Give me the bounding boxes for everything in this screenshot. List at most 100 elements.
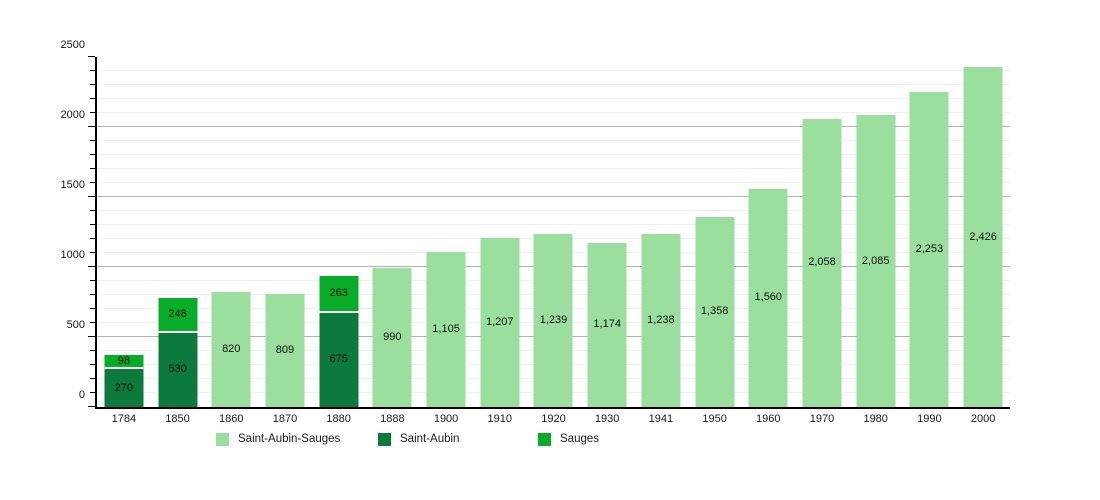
x-axis-label: 1990 [917,413,942,425]
bar-value-label: 530 [168,363,187,376]
bar-segment-sauges: 263 [319,275,359,313]
bar-segment-saint-aubin-sauges: 990 [372,268,412,407]
minor-gridline [97,84,1010,85]
x-axis-line [95,407,1010,409]
bar-slot: 820 1860 [204,57,258,425]
bar-slot: 1,560 1960 [741,57,795,425]
y-axis-tick [90,70,95,71]
bar-1950: 1,358 [695,216,735,407]
bar-segment-saint-aubin-sauges: 1,238 [641,233,681,407]
bar-slot: 2,085 1980 [849,57,903,425]
y-axis-tick [90,252,95,253]
bar-segment-saint-aubin-sauges: 2,058 [802,118,842,407]
y-axis-label: 500 [66,319,85,331]
bar-value-label: 270 [114,381,134,394]
bar-value-label: 1,560 [754,291,783,304]
legend-label: Saint-Aubin-Sauges [238,433,341,445]
minor-gridline [97,154,1010,155]
y-axis-tick [90,140,95,141]
y-axis-tick [90,112,95,113]
bar-slot: 2,253 1990 [903,57,957,425]
bar-segment-saint-aubin: 270 [104,369,144,407]
bar-segment-saint-aubin-sauges: 2,085 [856,115,896,407]
bar-slot: 1,105 1900 [419,57,473,425]
bar-value-label: 98 [117,354,130,367]
y-axis-tick [90,238,95,239]
y-axis-tick [90,308,95,309]
bar-value-label: 263 [329,286,348,299]
bar-value-label: 2,426 [969,230,997,243]
y-axis-label: 0 [78,389,85,401]
y-axis-tick [90,154,95,155]
bar-1960: 1,560 [748,188,788,407]
bar-value-label: 2,253 [915,242,944,255]
bar-1941: 1,238 [641,233,681,407]
y-axis-tick [90,168,95,169]
bar-slot: 270 98 1784 [97,57,151,425]
x-axis-label: 1950 [702,413,727,425]
bar-value-label: 2,058 [808,256,836,269]
legend-item: Sauges [538,433,599,446]
minor-gridline [97,210,1010,211]
bar-1920: 1,239 [533,233,573,407]
bar-value-label: 1,207 [486,316,514,329]
bar-slot: 1,239 1920 [527,57,581,425]
bar-segment-saint-aubin-sauges: 2,426 [963,67,1003,407]
bar-value-label: 1,238 [647,313,675,326]
bar-1930: 1,174 [587,242,627,407]
bar-value-label: 248 [168,307,187,320]
y-axis-tick [90,182,95,183]
bar-1784: 270 98 [104,354,144,407]
minor-gridline [97,168,1010,169]
y-axis-tick [90,294,95,295]
bar-1970: 2,058 [802,118,842,407]
legend: Saint-Aubin-Sauges Saint-Aubin Sauges [0,433,1100,447]
bar-segment-saint-aubin-sauges: 809 [265,293,305,407]
major-gridline [97,126,1010,127]
x-axis-label: 1970 [809,413,835,425]
y-axis-tick [88,336,95,337]
bar-slot: 1,207 1910 [473,57,527,425]
x-axis-label: 1900 [433,413,459,425]
x-axis-label: 1850 [165,413,190,425]
y-axis-tick [90,98,95,99]
bar-segment-sauges: 248 [158,298,198,333]
y-axis-tick [90,280,95,281]
y-axis-tick [90,364,95,365]
bar-slot: 2,058 1970 [795,57,849,425]
major-gridline [97,196,1010,197]
x-axis-label: 1941 [648,413,674,425]
bar-value-label: 1,358 [700,305,729,318]
bar-1910: 1,207 [480,238,520,407]
y-axis-tick [90,350,95,351]
bar-1870: 809 [265,293,305,407]
bar-value-label: 675 [329,353,348,366]
plot-area: 0 500 1000 1500 2000 2500 270 98 1784 530 248 1850… [61,39,1010,425]
legend-swatch-icon [216,433,229,446]
bar-value-label: 809 [275,343,295,356]
bar-value-label: 990 [383,331,402,344]
x-axis-label: 1860 [219,413,244,425]
bar-1990: 2,253 [909,91,949,407]
bar-1880: 675 263 [319,275,359,407]
y-axis-tick [90,322,95,323]
bar-1980: 2,085 [856,115,896,407]
legend-label: Saint-Aubin [400,433,460,445]
bar-slot: 1,238 1941 [634,57,688,425]
legend-item: Saint-Aubin [378,433,459,446]
bar-value-label: 1,174 [593,318,621,331]
bar-segment-saint-aubin-sauges: 820 [211,292,251,407]
bar-slot: 2,426 2000 [956,57,1010,425]
legend-swatch-icon [538,433,551,446]
bar-slot: 675 263 1880 [312,57,366,425]
bar-segment-saint-aubin: 675 [319,312,359,407]
y-axis-label: 1000 [60,249,85,261]
x-axis-label: 1920 [541,413,566,425]
bar-segment-saint-aubin-sauges: 1,174 [587,242,627,407]
x-axis-label: 1784 [111,413,137,425]
minor-gridline [97,140,1010,141]
bar-1888: 990 [372,268,412,407]
x-axis-label: 1930 [594,413,620,425]
bar-slot: 809 1870 [258,57,312,425]
